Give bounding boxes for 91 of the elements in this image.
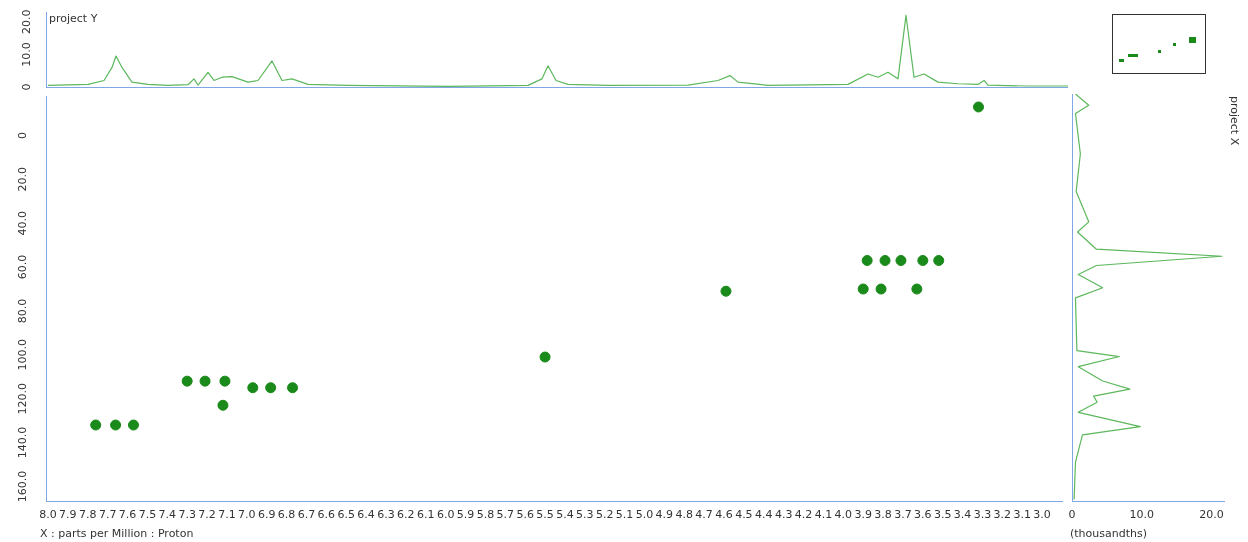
x-tick-label: 7.2	[198, 508, 216, 522]
point	[861, 255, 873, 267]
point	[181, 375, 193, 387]
point	[917, 255, 929, 267]
x-tick-label: 5.2	[595, 508, 614, 522]
x-tick-label: 7.9	[59, 508, 77, 522]
x-tick-label: 4.4	[755, 508, 773, 522]
x-tick-label: 3.9	[854, 508, 872, 522]
x-tick-label: 4.7	[695, 508, 713, 522]
y-tick-label: 80.0	[16, 298, 30, 324]
x-tick-label: 6.7	[297, 508, 316, 522]
point	[287, 382, 299, 394]
x-tick-label: 7.7	[98, 508, 117, 522]
x-tick-label: 3.2	[993, 508, 1012, 522]
x-tick-label: 6.2	[397, 508, 415, 522]
x-tick-label: 4.8	[675, 508, 693, 522]
point	[247, 382, 259, 394]
point	[90, 419, 102, 431]
x-tick-label: 3.0	[1033, 508, 1051, 522]
x-axis-title: (thousandths)	[1070, 527, 1148, 541]
point	[720, 285, 732, 297]
y-tick-label: 120.0	[16, 382, 30, 415]
point	[911, 283, 923, 295]
y-tick-label: 0	[19, 83, 33, 91]
y-tick-label: 160.0	[16, 470, 30, 503]
point	[219, 375, 231, 387]
x-tick-label: 5.5	[536, 508, 554, 522]
x-tick-label: 3.8	[874, 508, 892, 522]
x-tick-label: 4.6	[715, 508, 733, 522]
x-tick-label: 6.8	[277, 508, 296, 522]
x-tick-label: 20.0	[1199, 508, 1224, 522]
point	[933, 255, 945, 267]
x-tick-label: 3.4	[953, 508, 972, 522]
x-tick-label: 8.0	[39, 508, 57, 522]
point	[539, 351, 551, 363]
x-tick-label: 7.8	[79, 508, 97, 522]
point	[857, 283, 869, 295]
x-tick-label: 4.9	[655, 508, 674, 522]
x-tick-label: 4.1	[814, 508, 833, 522]
x-tick-label: 7.1	[218, 508, 236, 522]
y-tick-label: 60.0	[16, 254, 30, 280]
x-tick-label: 5.8	[476, 508, 495, 522]
x-tick-label: 7.3	[178, 508, 196, 522]
x-tick-label: 10.0	[1129, 508, 1154, 522]
x-tick-label: 6.5	[337, 508, 355, 522]
x-tick-label: 3.6	[914, 508, 932, 522]
x-tick-label: 5.9	[456, 508, 475, 522]
x-tick-label: 6.6	[317, 508, 336, 522]
x-tick-label: 6.1	[417, 508, 435, 522]
point	[895, 255, 907, 267]
x-tick-label: 4.5	[735, 508, 753, 522]
x-tick-label: 3.1	[1013, 508, 1031, 522]
x-tick-label: 6.3	[377, 508, 395, 522]
point	[127, 419, 139, 431]
x-tick-label: 3.7	[894, 508, 912, 522]
x-tick-label: 4.0	[834, 508, 853, 522]
x-tick-label: 7.6	[118, 508, 137, 522]
point	[217, 399, 229, 411]
x-axis-title: X : parts per Million : Proton	[40, 527, 194, 541]
x-tick-label: 6.0	[436, 508, 455, 522]
y-tick-label: 100.0	[16, 339, 30, 371]
x-tick-label: 4.2	[794, 508, 813, 522]
point	[875, 283, 887, 295]
point	[972, 101, 984, 113]
y-tick-label: 0	[16, 131, 30, 139]
point	[199, 375, 211, 387]
y-tick-label: 140.0	[16, 426, 30, 459]
x-tick-label: 3.5	[933, 508, 952, 522]
y-tick-label: 20.0	[19, 9, 33, 35]
x-tick-label: 5.7	[496, 508, 515, 522]
point	[265, 382, 277, 394]
y-tick-label: 20.0	[16, 167, 30, 192]
x-tick-label: 4.3	[774, 508, 793, 522]
x-tick-label: 7.0	[238, 508, 256, 522]
chart-title: project Y	[49, 12, 98, 26]
x-tick-label: 7.5	[138, 508, 157, 522]
x-tick-label: 6.4	[357, 508, 375, 522]
text: project X	[1227, 96, 1241, 146]
point	[879, 255, 891, 267]
y-tick-label: 40.0	[16, 210, 30, 236]
y-tick-label: 10.0	[19, 42, 33, 67]
x-tick-label: 5.6	[516, 508, 534, 522]
x-tick-label: 6.9	[257, 508, 276, 522]
x-tick-label: 3.3	[973, 508, 992, 522]
point	[110, 419, 122, 431]
x-tick-label: 5.3	[576, 508, 594, 522]
x-tick-label: 5.1	[615, 508, 634, 522]
x-tick-label: 5.4	[556, 508, 574, 522]
x-tick-label: 7.4	[158, 508, 177, 522]
x-tick-label: 5.0	[635, 508, 654, 522]
x-tick-label: 0	[1068, 508, 1076, 522]
